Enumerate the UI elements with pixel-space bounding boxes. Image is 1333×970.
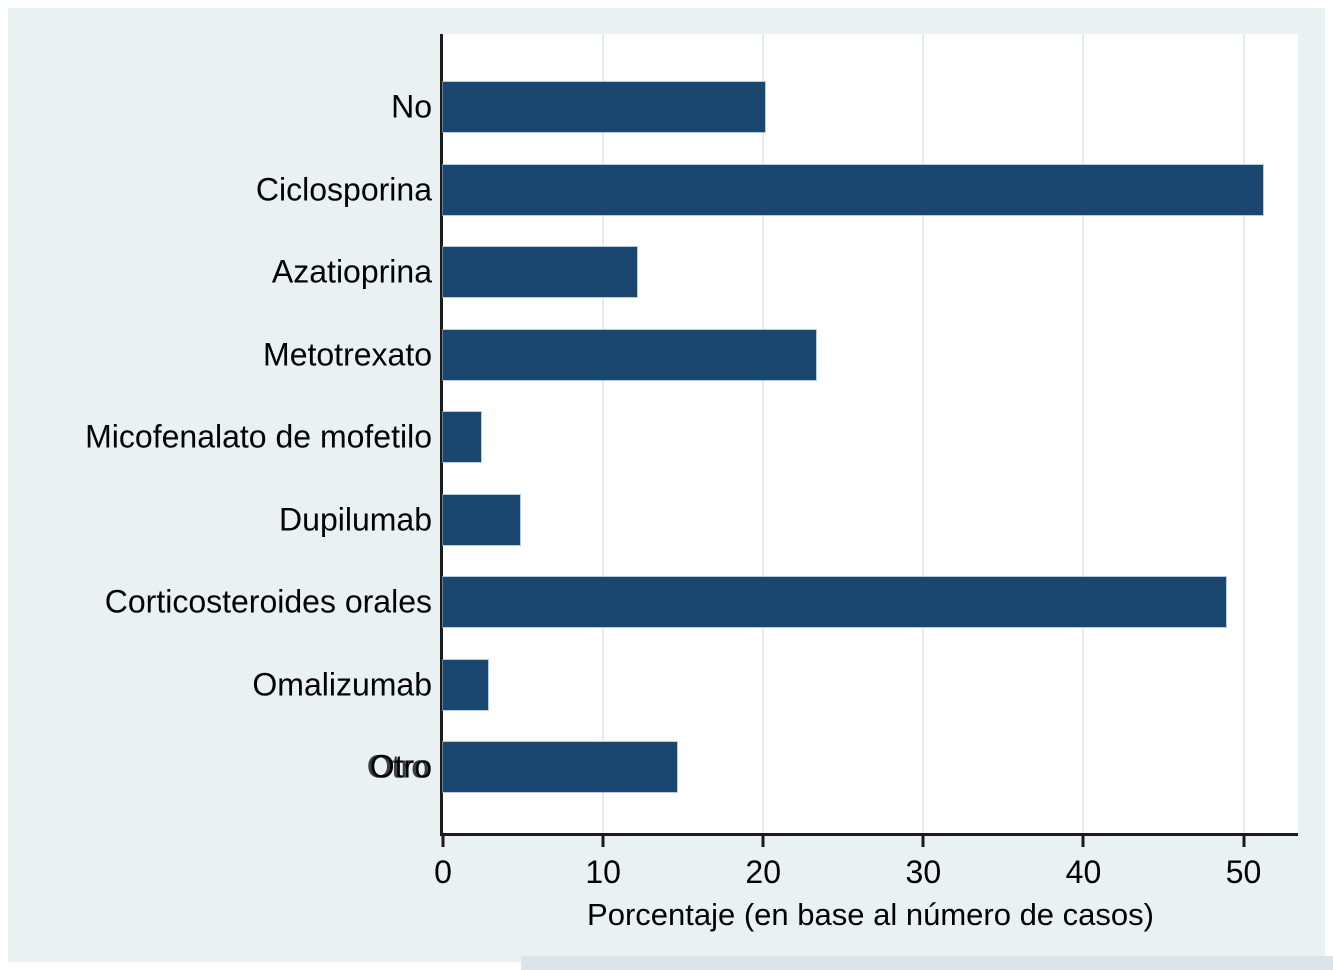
bar (443, 659, 488, 710)
x-tick-mark (761, 833, 765, 847)
gridline (1242, 34, 1245, 833)
category-label: Corticosteroides orales (104, 583, 432, 620)
bar (443, 494, 520, 545)
gridline (602, 34, 605, 833)
x-tick-mark (441, 833, 445, 847)
x-tick-label: 0 (434, 854, 452, 890)
chart-canvas: No Ciclosporina Azatioprina Metotrexato Mico… (8, 8, 1325, 962)
gridline (922, 34, 925, 833)
category-axis-labels: No Ciclosporina Azatioprina Metotrexato Mico… (8, 34, 432, 833)
category-label: Dupilumab (279, 500, 432, 537)
y-axis-line (440, 34, 443, 836)
x-axis-title: Porcentaje (en base al número de casos) (587, 897, 1154, 932)
x-tick-mark (1242, 833, 1246, 847)
x-tick-label: 40 (1065, 854, 1102, 890)
category-label: Otro (369, 748, 432, 785)
x-tick-label: 50 (1225, 854, 1262, 890)
gridline (1082, 34, 1085, 833)
category-label: Omalizumab (252, 665, 432, 702)
x-tick-mark (921, 833, 925, 847)
bar (443, 329, 817, 380)
x-tick-label: 10 (585, 854, 621, 890)
bar (443, 412, 482, 462)
bar (443, 577, 1226, 627)
bar (443, 247, 637, 297)
x-tick-label: 30 (905, 854, 942, 890)
category-label: Azatioprina (271, 253, 432, 290)
bar (443, 82, 765, 132)
x-tick-label: 20 (745, 854, 782, 890)
x-tick-mark (601, 833, 605, 847)
bar (443, 742, 677, 792)
gridline (762, 34, 765, 833)
bar (443, 164, 1263, 215)
category-label: Metotrexato (263, 335, 432, 372)
category-label: Ciclosporina (255, 170, 432, 207)
x-axis-line (440, 833, 1298, 836)
category-label: No (391, 88, 432, 125)
bottom-edge-strip (521, 956, 1333, 970)
category-label: Micofenalato de mofetilo (85, 418, 432, 455)
x-tick-mark (1081, 833, 1085, 847)
plot-area: Porcentaje (en base al número de casos) … (434, 34, 1298, 932)
